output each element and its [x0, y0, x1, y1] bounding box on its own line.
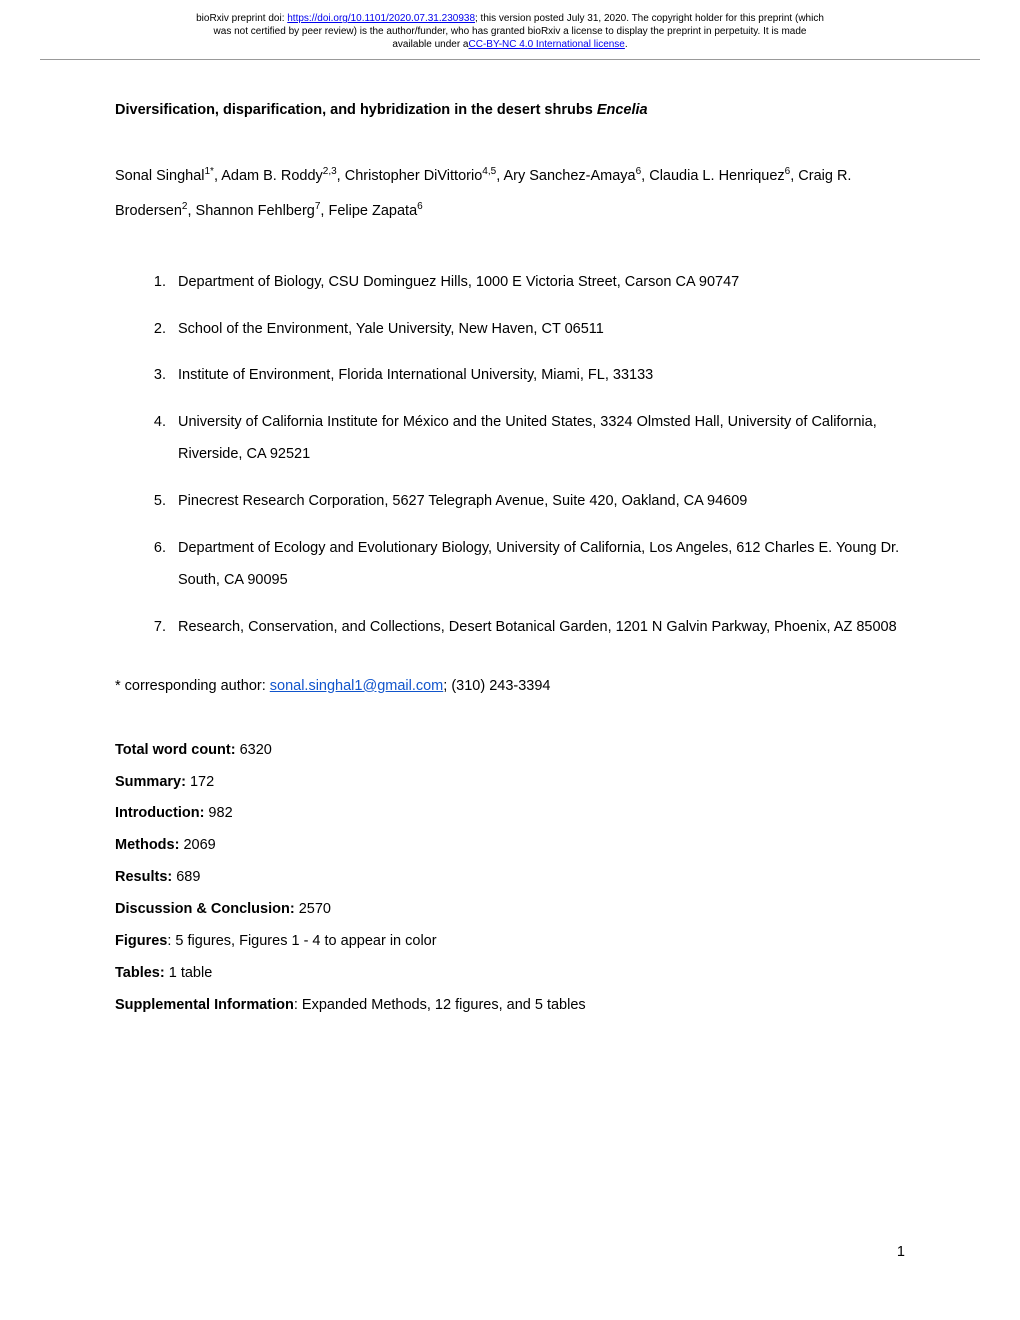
author-3: , Christopher DiVittorio [337, 168, 483, 184]
count-figures-label: Figures [115, 933, 167, 949]
count-summary: Summary: 172 [115, 767, 905, 799]
count-supplemental: Supplemental Information: Expanded Metho… [115, 990, 905, 1022]
title-main: Diversification, disparification, and hy… [115, 102, 597, 118]
header-line1-suffix: ; this version posted July 31, 2020. The… [475, 13, 824, 24]
affiliation-6: Department of Ecology and Evolutionary B… [170, 533, 905, 597]
word-counts: Total word count: 6320 Summary: 172 Intr… [115, 735, 905, 1022]
author-3-sup: 4,5 [482, 166, 496, 177]
count-methods: Methods: 2069 [115, 830, 905, 862]
preprint-header: bioRxiv preprint doi: https://doi.org/10… [0, 0, 1020, 59]
page-content: Diversification, disparification, and hy… [0, 60, 1020, 1022]
count-introduction-label: Introduction: [115, 805, 204, 821]
affiliation-5: Pinecrest Research Corporation, 5627 Tel… [170, 486, 905, 518]
affiliation-7: Research, Conservation, and Collections,… [170, 612, 905, 644]
author-1-sup: 1* [205, 166, 214, 177]
corresponding-prefix: * corresponding author: [115, 678, 270, 694]
author-6: Henriquez [719, 168, 785, 184]
count-introduction-value: 982 [204, 805, 232, 821]
author-9: , Felipe Zapata [320, 203, 417, 219]
count-discussion-label: Discussion & Conclusion: [115, 901, 295, 917]
count-total: Total word count: 6320 [115, 735, 905, 767]
count-tables: Tables: 1 table [115, 958, 905, 990]
count-supplemental-label: Supplemental Information [115, 997, 294, 1013]
count-discussion: Discussion & Conclusion: 2570 [115, 894, 905, 926]
count-total-value: 6320 [236, 742, 272, 758]
author-4: , Ary Sanchez-Amaya [496, 168, 635, 184]
corresponding-email[interactable]: sonal.singhal1@gmail.com [270, 678, 444, 694]
count-summary-label: Summary: [115, 774, 186, 790]
count-summary-value: 172 [186, 774, 214, 790]
page-number: 1 [897, 1244, 905, 1260]
header-line2: was not certified by peer review) is the… [214, 26, 807, 37]
paper-title: Diversification, disparification, and hy… [115, 100, 905, 121]
count-methods-label: Methods: [115, 837, 179, 853]
doi-link[interactable]: https://doi.org/10.1101/2020.07.31.23093… [287, 13, 475, 24]
license-link[interactable]: CC-BY-NC 4.0 International license [469, 39, 625, 50]
affiliation-3: Institute of Environment, Florida Intern… [170, 360, 905, 392]
count-results: Results: 689 [115, 862, 905, 894]
count-supplemental-value: : Expanded Methods, 12 figures, and 5 ta… [294, 997, 586, 1013]
author-1: Sonal Singhal [115, 168, 205, 184]
author-8: , Shannon Fehlberg [187, 203, 314, 219]
count-introduction: Introduction: 982 [115, 798, 905, 830]
count-tables-label: Tables: [115, 965, 165, 981]
affiliation-1: Department of Biology, CSU Dominguez Hil… [170, 267, 905, 299]
affiliation-4: University of California Institute for M… [170, 407, 905, 471]
authors-block: Sonal Singhal1*, Adam B. Roddy2,3, Chris… [115, 159, 905, 229]
count-total-label: Total word count: [115, 742, 236, 758]
corresponding-author: * corresponding author: sonal.singhal1@g… [115, 676, 905, 697]
count-results-label: Results: [115, 869, 172, 885]
author-9-sup: 6 [417, 201, 423, 212]
count-methods-value: 2069 [179, 837, 215, 853]
affiliations-list: Department of Biology, CSU Dominguez Hil… [115, 267, 905, 644]
corresponding-suffix: ; (310) 243-3394 [443, 678, 550, 694]
author-2-sup: 2,3 [323, 166, 337, 177]
author-5: , Claudia L. [641, 168, 714, 184]
count-figures-value: : 5 figures, Figures 1 - 4 to appear in … [167, 933, 436, 949]
count-figures: Figures: 5 figures, Figures 1 - 4 to app… [115, 926, 905, 958]
count-results-value: 689 [172, 869, 200, 885]
author-2: , Adam B. Roddy [214, 168, 323, 184]
header-line1-prefix: bioRxiv preprint doi: [196, 13, 287, 24]
header-line3-prefix: available under a [392, 39, 468, 50]
count-discussion-value: 2570 [295, 901, 331, 917]
header-line3-suffix: . [625, 39, 628, 50]
affiliation-2: School of the Environment, Yale Universi… [170, 314, 905, 346]
count-tables-value: 1 table [165, 965, 213, 981]
title-italic: Encelia [597, 102, 648, 118]
